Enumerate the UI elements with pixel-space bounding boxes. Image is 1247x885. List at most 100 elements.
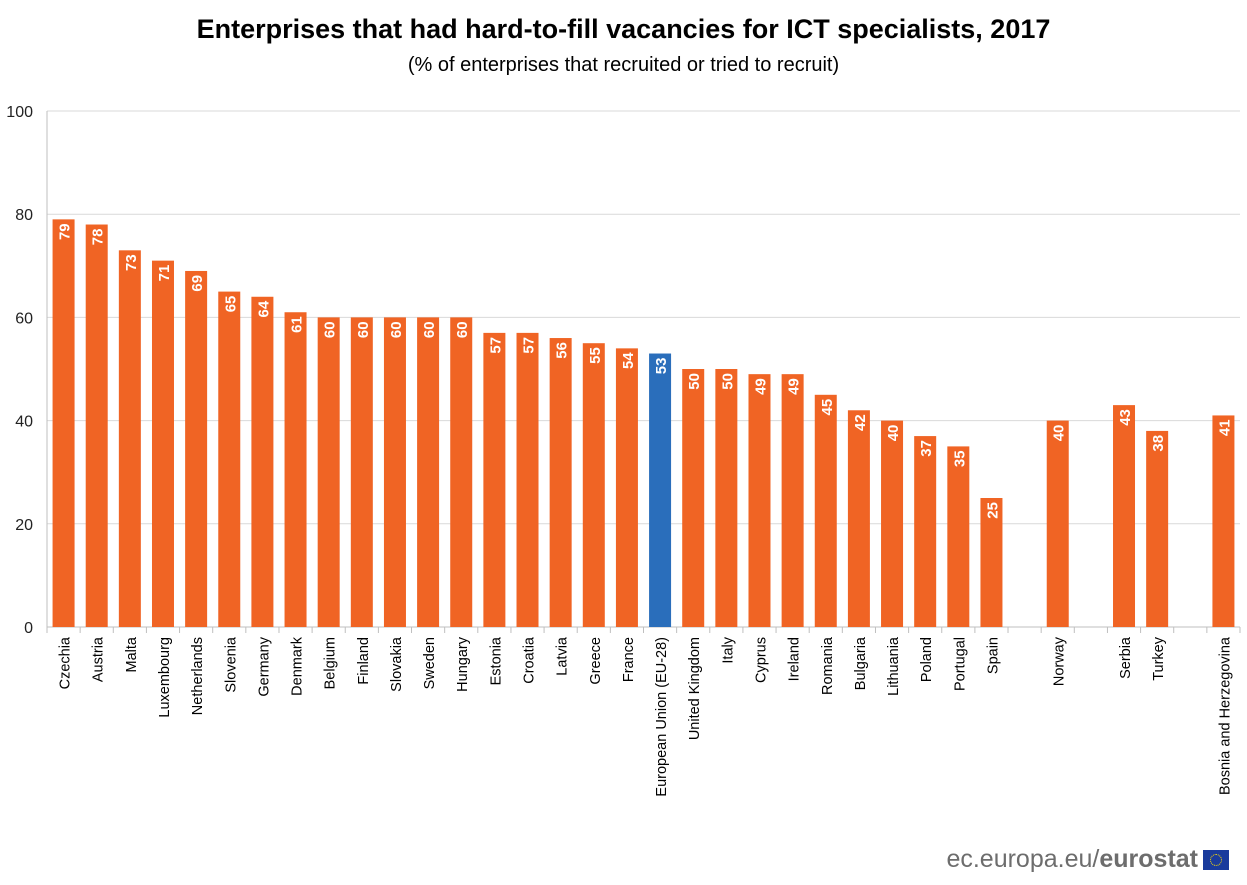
x-tick-label: Poland bbox=[919, 637, 935, 682]
x-tick-label: Romania bbox=[820, 636, 836, 695]
data-label: 60 bbox=[322, 321, 339, 338]
bar bbox=[947, 446, 970, 627]
bar bbox=[185, 270, 208, 627]
x-tick-label: Denmark bbox=[290, 636, 306, 696]
y-tick-label: 80 bbox=[15, 207, 33, 224]
data-label: 57 bbox=[487, 337, 504, 354]
bar bbox=[781, 374, 804, 627]
x-tick-label: Belgium bbox=[323, 637, 339, 689]
bar bbox=[85, 224, 108, 627]
bar bbox=[582, 343, 605, 627]
data-label: 60 bbox=[355, 321, 372, 338]
chart-subtitle: (% of enterprises that recruited or trie… bbox=[407, 54, 840, 76]
bar bbox=[118, 250, 141, 627]
bar bbox=[52, 219, 75, 628]
bar bbox=[615, 348, 638, 627]
data-label: 49 bbox=[786, 378, 803, 395]
data-label: 43 bbox=[1117, 409, 1134, 426]
y-tick-label: 100 bbox=[6, 104, 33, 121]
data-label: 60 bbox=[388, 321, 405, 338]
data-label: 38 bbox=[1150, 435, 1167, 452]
bar bbox=[417, 317, 440, 627]
bar bbox=[218, 291, 241, 627]
y-tick-label: 60 bbox=[15, 310, 33, 327]
data-label: 55 bbox=[587, 347, 604, 364]
bar bbox=[1046, 420, 1069, 627]
bar bbox=[151, 260, 174, 627]
data-label: 41 bbox=[1216, 419, 1233, 436]
data-label: 57 bbox=[521, 337, 538, 354]
x-tick-label: United Kingdom bbox=[687, 637, 703, 740]
data-label: 65 bbox=[222, 296, 239, 313]
x-tick-label: Lithuania bbox=[886, 636, 902, 696]
x-tick-label: Latvia bbox=[555, 636, 571, 676]
data-label: 35 bbox=[951, 450, 968, 467]
eu-flag-icon bbox=[1203, 849, 1229, 870]
logo-brand: eurostat bbox=[1099, 845, 1198, 873]
bar bbox=[881, 420, 904, 627]
bar bbox=[317, 317, 340, 627]
data-label: 53 bbox=[653, 358, 670, 375]
x-tick-label: Luxembourg bbox=[157, 637, 173, 718]
bar bbox=[350, 317, 373, 627]
bar bbox=[847, 410, 870, 627]
y-tick-label: 40 bbox=[15, 414, 33, 431]
bar bbox=[383, 317, 406, 627]
data-label: 50 bbox=[719, 373, 736, 390]
x-tick-label: Hungary bbox=[455, 636, 471, 692]
x-tick-label: Czechia bbox=[58, 636, 74, 689]
data-label: 42 bbox=[852, 414, 869, 431]
x-tick-label: Italy bbox=[720, 636, 736, 663]
data-label: 37 bbox=[918, 440, 935, 457]
data-label: 79 bbox=[57, 223, 74, 240]
x-tick-label: European Union (EU-28) bbox=[654, 637, 670, 797]
bar bbox=[251, 296, 274, 627]
y-tick-label: 20 bbox=[15, 517, 33, 534]
data-label: 54 bbox=[620, 352, 637, 369]
x-tick-label: Estonia bbox=[488, 636, 504, 685]
bar bbox=[649, 353, 672, 627]
x-tick-label: Bulgaria bbox=[853, 636, 869, 690]
data-label: 50 bbox=[686, 373, 703, 390]
x-tick-label: Slovenia bbox=[223, 636, 239, 693]
bar bbox=[814, 394, 837, 627]
bar bbox=[980, 498, 1003, 627]
data-label: 78 bbox=[90, 229, 107, 246]
data-label: 69 bbox=[189, 275, 206, 292]
bar bbox=[1146, 430, 1169, 627]
data-label: 61 bbox=[289, 316, 306, 333]
x-tick-label: Finland bbox=[356, 637, 372, 685]
bar bbox=[284, 312, 307, 627]
y-tick-label: 0 bbox=[24, 620, 33, 637]
bar bbox=[549, 338, 572, 627]
x-tick-label: Turkey bbox=[1151, 636, 1167, 681]
x-tick-label: Austria bbox=[91, 636, 107, 682]
bar bbox=[1113, 405, 1136, 627]
x-tick-label: France bbox=[621, 637, 637, 682]
x-tick-label: Bosnia and Herzegovina bbox=[1217, 636, 1233, 795]
x-tick-label: Croatia bbox=[522, 636, 538, 684]
x-tick-label: Cyprus bbox=[753, 637, 769, 683]
data-label: 25 bbox=[984, 502, 1001, 519]
x-tick-label: Portugal bbox=[952, 637, 968, 691]
x-tick-label: Norway bbox=[1052, 636, 1068, 686]
x-tick-label: Malta bbox=[124, 636, 140, 672]
data-label: 60 bbox=[454, 321, 471, 338]
x-tick-label: Slovakia bbox=[389, 636, 405, 692]
data-label: 40 bbox=[1051, 425, 1068, 442]
x-tick-label: Spain bbox=[985, 637, 1001, 674]
x-tick-label: Germany bbox=[256, 636, 272, 696]
x-tick-label: Ireland bbox=[787, 637, 803, 681]
data-label: 40 bbox=[885, 425, 902, 442]
x-tick-label: Serbia bbox=[1118, 636, 1134, 679]
data-label: 73 bbox=[123, 254, 140, 271]
bar bbox=[483, 332, 506, 627]
bar bbox=[715, 369, 738, 627]
bar bbox=[516, 332, 539, 627]
data-label: 56 bbox=[554, 342, 571, 359]
data-label: 64 bbox=[255, 300, 272, 317]
bar-chart: 0 20 40 60 80 100 79 Czechia 78 Austria 73 Malta 71 L… bbox=[6, 104, 1241, 797]
x-tick-label: Greece bbox=[588, 637, 604, 685]
x-tick-label: Netherlands bbox=[190, 637, 206, 715]
bar bbox=[1212, 415, 1235, 627]
